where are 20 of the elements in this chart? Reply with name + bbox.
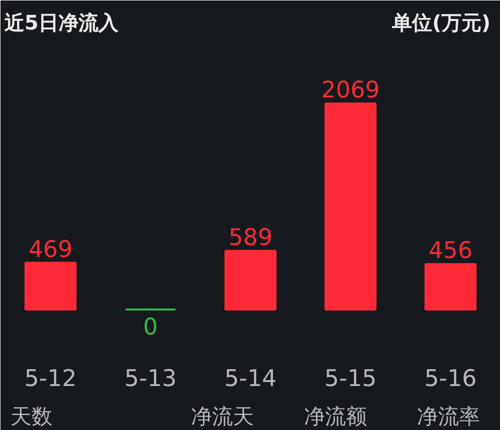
bar bbox=[24, 262, 76, 310]
data-label: 589 bbox=[228, 224, 272, 251]
data-label: 469 bbox=[28, 236, 72, 263]
x-tick-label: 5-16 bbox=[424, 366, 477, 392]
x-tick-label: 5-14 bbox=[224, 366, 277, 392]
bar bbox=[424, 263, 476, 310]
data-label: 2069 bbox=[321, 78, 380, 104]
text: 净流率 bbox=[417, 404, 480, 428]
bar bbox=[224, 250, 276, 310]
text: 净流天 bbox=[191, 404, 254, 428]
x-tick-label: 5-13 bbox=[124, 366, 177, 392]
chart-title: 近5日净流入 bbox=[4, 10, 120, 34]
data-label: 456 bbox=[428, 238, 472, 264]
x-tick-label: 5-12 bbox=[24, 366, 77, 392]
chart-subtitle: 单位(万元) bbox=[391, 10, 490, 34]
text: 净流额 bbox=[304, 404, 367, 428]
bar bbox=[324, 102, 376, 310]
text: 天数 bbox=[10, 404, 52, 428]
x-tick-label: 5-15 bbox=[324, 366, 377, 392]
data-label: 0 bbox=[143, 314, 158, 340]
